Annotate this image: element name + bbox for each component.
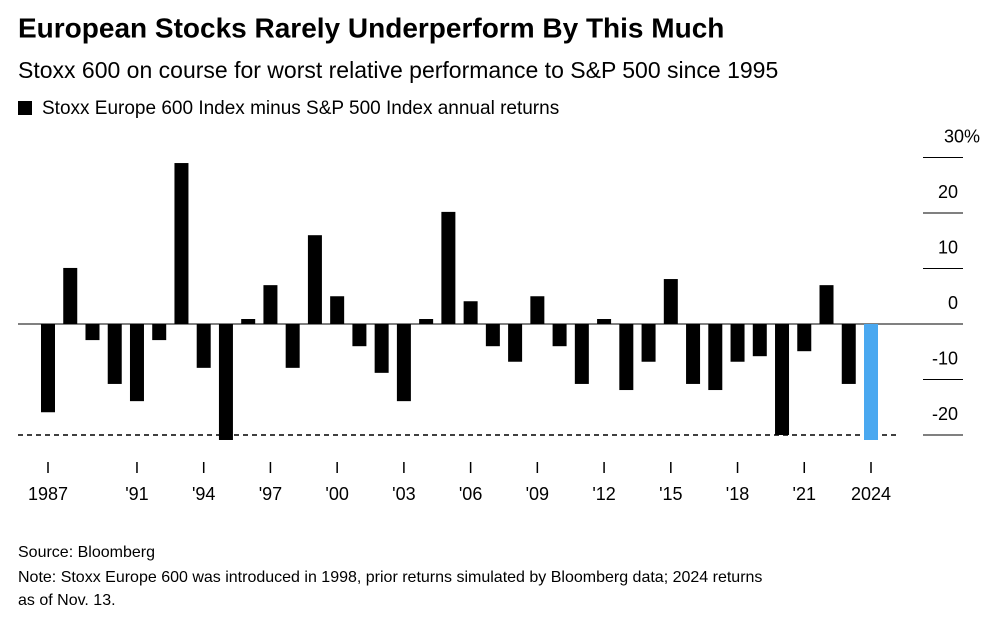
bar bbox=[663, 279, 678, 324]
bar bbox=[775, 324, 790, 435]
bar bbox=[574, 324, 589, 384]
bar bbox=[485, 324, 500, 347]
bar bbox=[641, 324, 656, 362]
x-tick-label: '06 bbox=[459, 484, 482, 504]
bar bbox=[508, 324, 523, 362]
bar bbox=[85, 324, 100, 341]
bar bbox=[619, 324, 634, 391]
bar bbox=[752, 324, 767, 357]
bar bbox=[797, 324, 812, 352]
legend-swatch bbox=[18, 101, 32, 115]
bar bbox=[285, 324, 300, 368]
x-tick-label: 1987 bbox=[28, 484, 68, 504]
note: Note: Stoxx Europe 600 was introduced in… bbox=[18, 569, 762, 586]
bar bbox=[597, 319, 612, 324]
x-tick-label: '00 bbox=[325, 484, 348, 504]
bar bbox=[419, 319, 434, 324]
bar bbox=[530, 296, 545, 324]
bar bbox=[307, 235, 322, 324]
chart-title: European Stocks Rarely Underperform By T… bbox=[18, 12, 724, 43]
bar bbox=[218, 324, 233, 440]
legend-label: Stoxx Europe 600 Index minus S&P 500 Ind… bbox=[42, 98, 559, 119]
bar bbox=[41, 324, 55, 413]
bar bbox=[152, 324, 167, 341]
bar bbox=[196, 324, 211, 368]
bar bbox=[374, 324, 389, 373]
x-tick-label: '91 bbox=[125, 484, 148, 504]
note: as of Nov. 13. bbox=[18, 592, 116, 609]
bar bbox=[463, 301, 478, 324]
bar bbox=[841, 324, 856, 384]
y-tick-label: -20 bbox=[932, 404, 958, 424]
source: Source: Bloomberg bbox=[18, 544, 155, 561]
bar bbox=[174, 163, 189, 324]
bar bbox=[263, 285, 278, 324]
x-tick-label: '94 bbox=[192, 484, 215, 504]
x-tick-label: '97 bbox=[259, 484, 282, 504]
bar bbox=[552, 324, 567, 347]
bar bbox=[129, 324, 144, 402]
bar bbox=[63, 267, 78, 324]
x-tick-label: '18 bbox=[726, 484, 749, 504]
bar bbox=[441, 211, 456, 324]
bar bbox=[352, 324, 367, 347]
bar bbox=[864, 324, 878, 440]
x-tick-label: '03 bbox=[392, 484, 415, 504]
chart-subtitle: Stoxx 600 on course for worst relative p… bbox=[18, 57, 778, 83]
bar bbox=[730, 324, 745, 362]
x-tick-label: '15 bbox=[659, 484, 682, 504]
x-tick-label: '21 bbox=[793, 484, 816, 504]
y-tick-label: -10 bbox=[932, 348, 958, 368]
bar bbox=[686, 324, 701, 384]
bar bbox=[819, 285, 834, 324]
y-tick-label: 0 bbox=[948, 293, 958, 313]
x-tick-label: 2024 bbox=[851, 484, 891, 504]
y-tick-label: 30% bbox=[944, 126, 980, 146]
bar bbox=[708, 324, 723, 391]
x-tick-label: '12 bbox=[592, 484, 615, 504]
x-tick-label: '09 bbox=[526, 484, 549, 504]
bar bbox=[241, 319, 256, 324]
bar bbox=[330, 296, 345, 324]
y-tick-label: 20 bbox=[938, 182, 958, 202]
bar bbox=[396, 324, 411, 402]
y-tick-label: 10 bbox=[938, 237, 958, 257]
bar bbox=[107, 324, 122, 384]
